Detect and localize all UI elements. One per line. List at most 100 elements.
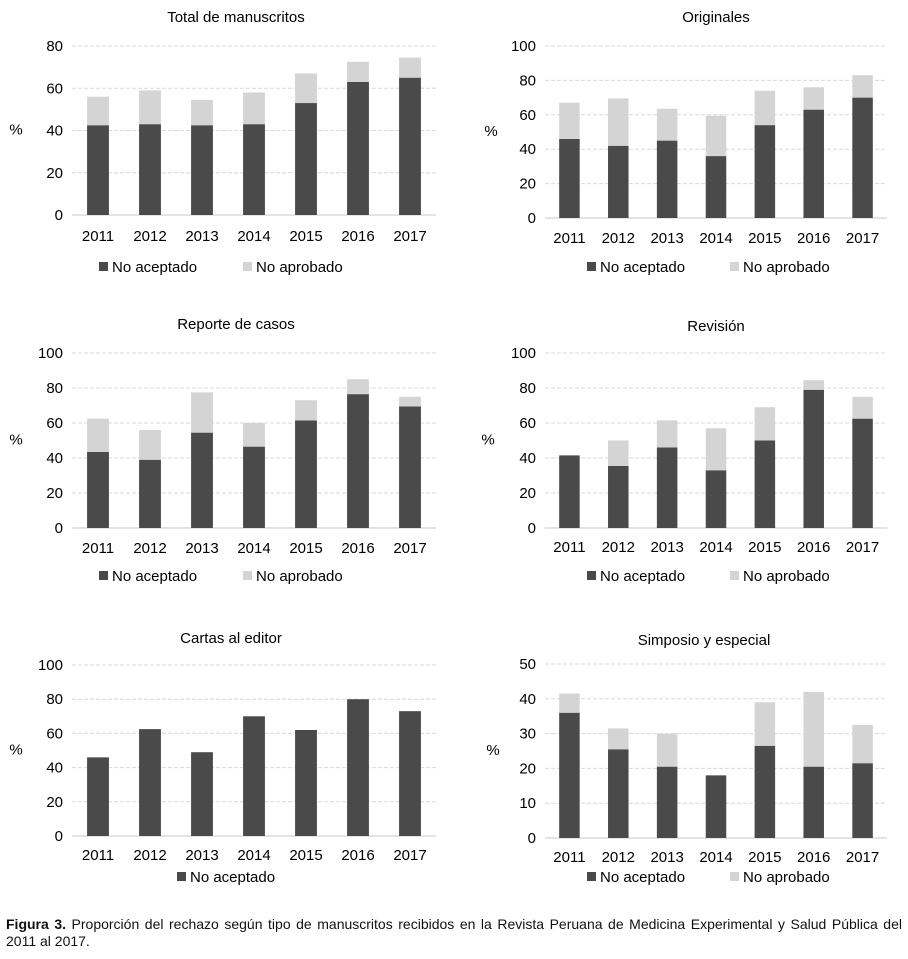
x-tick-label: 2016 — [341, 540, 374, 557]
x-tick-label: 2013 — [650, 849, 683, 866]
bar-no-aceptado — [852, 763, 873, 838]
bar-no-aprobado — [852, 396, 873, 419]
bar-no-aceptado — [559, 455, 580, 529]
bar-no-aprobado — [656, 420, 678, 448]
bar-no-aprobado — [399, 57, 421, 78]
x-tick-label: 2013 — [650, 539, 683, 556]
legend-label: No aceptado — [112, 568, 197, 585]
x-tick-label: 2014 — [237, 540, 270, 557]
legend-swatch — [177, 872, 186, 881]
y-tick-label: 40 — [46, 760, 63, 777]
legend-label: No aceptado — [600, 568, 685, 585]
x-tick-label: 2011 — [553, 849, 585, 866]
bar-no-aprobado — [295, 400, 317, 421]
y-tick-label: 40 — [46, 450, 63, 467]
x-tick-label: 2015 — [748, 539, 781, 556]
charts-figure: Total de manuscritos 0 20 40 60 80% 2011 2012 20… — [9, 9, 887, 886]
bar-no-aceptado — [754, 125, 776, 218]
bar-no-aprobado — [852, 75, 873, 98]
bar-no-aceptado — [399, 711, 421, 836]
y-tick-label: 20 — [46, 485, 63, 502]
y-tick-label: 40 — [519, 450, 536, 467]
bar-no-aceptado — [347, 81, 369, 215]
bar-no-aceptado — [399, 406, 421, 529]
x-tick-label: 2011 — [82, 847, 114, 864]
chart-title: Revisión — [687, 318, 745, 335]
x-tick-label: 2017 — [393, 847, 426, 864]
bar-no-aceptado — [243, 716, 265, 836]
x-tick-label: 2017 — [846, 539, 879, 556]
x-tick-label: 2014 — [237, 847, 270, 864]
x-tick-label: 2012 — [133, 847, 166, 864]
y-axis-label: % — [484, 123, 497, 140]
bar-no-aprobado — [608, 98, 629, 146]
legend-swatch — [587, 571, 596, 580]
y-tick-label: 80 — [46, 380, 63, 397]
bar-no-aceptado — [608, 749, 629, 838]
legend-swatch — [730, 571, 739, 580]
x-tick-label: 2016 — [797, 849, 830, 866]
bar-no-aprobado — [705, 115, 727, 157]
x-tick-label: 2017 — [846, 849, 879, 866]
x-tick-label: 2012 — [602, 849, 635, 866]
bar-no-aceptado — [803, 109, 824, 218]
x-tick-label: 2014 — [699, 230, 732, 247]
y-tick-label: 0 — [528, 520, 536, 537]
bar-no-aprobado — [608, 440, 629, 466]
chart-title: Simposio y especial — [638, 632, 771, 649]
y-tick-label: 80 — [46, 38, 63, 55]
bar-no-aceptado — [608, 145, 629, 218]
x-tick-label: 2012 — [602, 539, 635, 556]
x-tick-label: 2012 — [602, 230, 635, 247]
bar-no-aceptado — [559, 712, 580, 838]
legend-label: No aprobado — [743, 568, 830, 585]
x-tick-label: 2017 — [393, 540, 426, 557]
bar-no-aceptado — [608, 465, 629, 529]
y-tick-label: 20 — [46, 794, 63, 811]
bar-no-aceptado — [295, 103, 317, 215]
y-tick-label: 20 — [46, 165, 63, 182]
y-tick-label: 100 — [38, 657, 63, 674]
bar-no-aceptado — [243, 124, 265, 215]
bar-no-aceptado — [656, 140, 678, 218]
x-tick-label: 2015 — [289, 540, 322, 557]
bar-no-aceptado — [191, 752, 213, 836]
chart-title: Total de manuscritos — [167, 9, 305, 26]
legend-label: No aceptado — [600, 869, 685, 886]
bar-no-aceptado — [656, 766, 678, 838]
y-tick-label: 30 — [519, 726, 536, 743]
y-tick-label: 40 — [46, 123, 63, 140]
x-tick-label: 2017 — [846, 230, 879, 247]
legend-label: No aceptado — [190, 869, 275, 886]
bar-no-aprobado — [399, 396, 421, 407]
bar-no-aprobado — [87, 418, 109, 452]
legend-swatch — [99, 571, 108, 580]
bar-no-aceptado — [139, 729, 161, 837]
x-tick-label: 2016 — [797, 230, 830, 247]
legend-label: No aprobado — [743, 869, 830, 886]
bar-no-aprobado — [295, 73, 317, 104]
bar-no-aprobado — [559, 102, 580, 139]
y-tick-label: 80 — [519, 380, 536, 397]
y-tick-label: 60 — [519, 415, 536, 432]
y-tick-label: 60 — [46, 725, 63, 742]
x-tick-label: 2016 — [341, 847, 374, 864]
bar-no-aprobado — [347, 379, 369, 395]
x-tick-label: 2015 — [748, 849, 781, 866]
bar-no-aprobado — [705, 428, 727, 471]
y-tick-label: 100 — [511, 345, 536, 362]
bar-no-aceptado — [852, 418, 873, 529]
chart-panel-2: Originales 0 20 40 60 80 100% 2011 2012 2013 2014 2… — [484, 9, 887, 276]
bar-no-aceptado — [754, 440, 776, 528]
bar-no-aceptado — [559, 138, 580, 218]
y-tick-label: 50 — [519, 656, 536, 673]
x-tick-label: 2012 — [133, 228, 166, 245]
bar-no-aprobado — [754, 90, 776, 126]
bar-no-aprobado — [559, 693, 580, 713]
bar-no-aceptado — [191, 432, 213, 529]
y-tick-label: 100 — [38, 345, 63, 362]
x-tick-label: 2011 — [553, 230, 585, 247]
y-tick-label: 60 — [519, 107, 536, 124]
bar-no-aceptado — [243, 446, 265, 529]
x-tick-label: 2013 — [185, 540, 218, 557]
